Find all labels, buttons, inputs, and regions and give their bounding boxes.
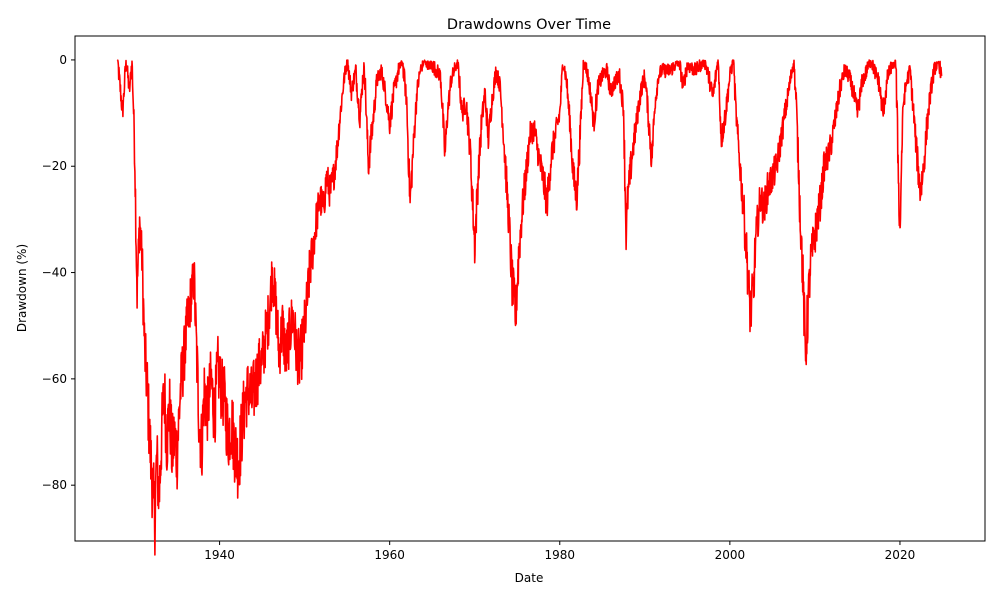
- y-tick-label: 0: [59, 53, 67, 67]
- x-tick-label: 1940: [204, 548, 235, 562]
- y-tick-label: −60: [42, 372, 67, 386]
- x-tick-label: 1960: [374, 548, 405, 562]
- plot-frame: [74, 35, 986, 542]
- x-tick-label: 2000: [715, 548, 746, 562]
- drawdown-series-line: [116, 59, 943, 556]
- y-tick-label: −20: [42, 159, 67, 173]
- x-tick-label: 1980: [544, 548, 575, 562]
- plot-area: [74, 35, 986, 556]
- chart-title: Drawdowns Over Time: [447, 17, 611, 33]
- x-tick-label: 2020: [885, 548, 916, 562]
- y-axis: 0 −20 −40 −60 −80: [42, 53, 75, 492]
- y-tick-label: −40: [42, 266, 67, 280]
- x-axis: 1940 1960 1980 2000 2020: [204, 541, 915, 562]
- y-axis-label: Drawdown (%): [15, 244, 29, 332]
- x-axis-label: Date: [515, 571, 544, 585]
- series-layer: [116, 59, 943, 556]
- y-tick-label: −80: [42, 478, 67, 492]
